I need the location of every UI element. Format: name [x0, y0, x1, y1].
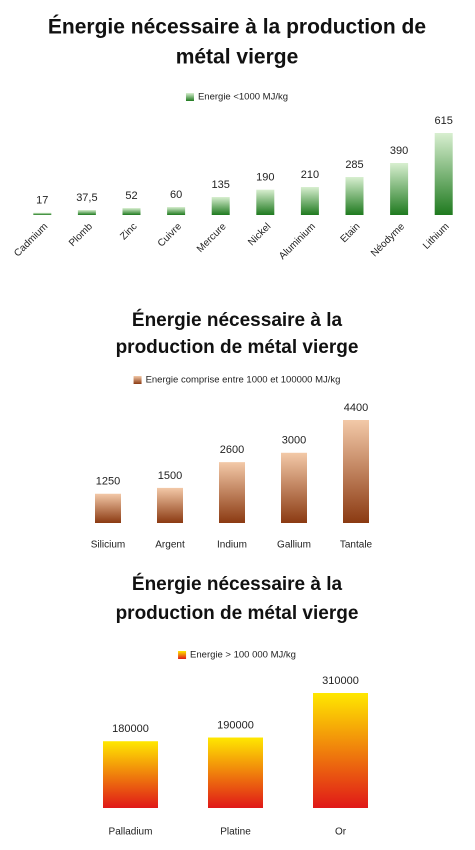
bar [434, 133, 453, 215]
x-tick-label: Argent [155, 540, 185, 551]
data-label: 190 [256, 172, 274, 184]
bar [313, 693, 368, 808]
data-label: 135 [212, 179, 230, 191]
data-label: 60 [170, 189, 182, 201]
data-label: 285 [345, 159, 363, 171]
data-label: 2600 [220, 444, 244, 456]
x-tick-label: Gallium [277, 540, 311, 551]
x-tick-label: Cuivre [156, 221, 185, 250]
bar [103, 741, 158, 808]
data-label: 17 [36, 195, 48, 207]
chart-title: production de métal vierge [116, 603, 359, 624]
x-tick-label: Palladium [109, 827, 153, 838]
bar [95, 493, 121, 523]
bar [281, 452, 307, 523]
data-label: 4400 [344, 402, 368, 414]
legend-label: Energie > 100 000 MJ/kg [190, 650, 296, 661]
bar [167, 207, 186, 215]
legend-label: Energie comprise entre 1000 et 100000 MJ… [146, 375, 341, 386]
x-tick-label: Nickel [246, 221, 273, 248]
bar [33, 212, 52, 215]
data-label: 37,5 [76, 192, 97, 204]
x-tick-label: Tantale [340, 540, 373, 551]
x-tick-label: Or [335, 827, 347, 838]
bar [343, 420, 369, 523]
bar [77, 210, 96, 215]
x-tick-label: Plomb [67, 221, 95, 249]
bar [208, 737, 263, 808]
bar [211, 197, 230, 215]
chart-title: Énergie nécessaire à la [132, 573, 343, 595]
data-label: 310000 [322, 675, 359, 687]
x-tick-label: Mercure [195, 221, 229, 255]
chart-title: Énergie nécessaire à la [132, 309, 343, 331]
bar [390, 163, 409, 215]
bar [345, 177, 364, 215]
legend-label: Energie <1000 MJ/kg [198, 92, 288, 103]
legend-swatch [133, 376, 142, 384]
x-tick-label: Platine [220, 827, 251, 838]
legend-swatch [185, 93, 194, 101]
x-tick-label: Cadmium [12, 221, 50, 259]
x-tick-label: Lithium [421, 221, 452, 252]
bar [300, 187, 319, 215]
x-tick-label: Aluminium [277, 221, 318, 262]
x-tick-label: Etain [339, 221, 363, 245]
x-tick-label: Néodyme [369, 221, 407, 259]
data-label: 615 [435, 115, 453, 127]
data-label: 3000 [282, 435, 306, 447]
x-tick-label: Silicium [91, 540, 125, 551]
x-tick-label: Indium [217, 540, 247, 551]
x-tick-label: Zinc [118, 221, 139, 242]
data-label: 190000 [217, 719, 254, 731]
data-label: 1500 [158, 470, 182, 482]
bar [122, 208, 141, 215]
chart-title: production de métal vierge [116, 337, 359, 358]
bar [256, 189, 275, 215]
data-label: 210 [301, 169, 319, 181]
legend-swatch [178, 651, 187, 659]
data-label: 52 [125, 190, 137, 202]
data-label: 390 [390, 145, 408, 157]
data-label: 180000 [112, 723, 149, 735]
bar [219, 462, 245, 523]
bar [157, 487, 183, 523]
data-label: 1250 [96, 476, 120, 488]
chart-title: métal vierge [176, 46, 299, 69]
chart-title: Énergie nécessaire à la production de [48, 16, 426, 39]
